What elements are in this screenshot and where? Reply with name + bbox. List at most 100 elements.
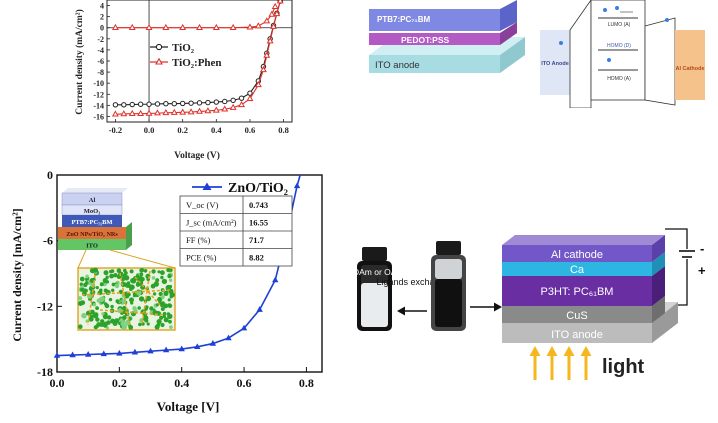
- nanoparticle: [110, 318, 116, 324]
- chart2-point: [131, 348, 139, 355]
- nanorod: [99, 309, 166, 316]
- plus-sign: +: [698, 263, 706, 278]
- nanoparticle: [77, 296, 83, 301]
- chart1-point: [238, 100, 246, 108]
- light-arrows: light: [529, 346, 645, 380]
- chart1-point: [128, 23, 136, 31]
- chart1-point: [196, 23, 203, 31]
- nanoparticle: [142, 315, 149, 321]
- nanoparticle: [139, 268, 145, 273]
- nanoparticle: [100, 319, 105, 324]
- chart1-ytick-label: -14: [93, 101, 104, 110]
- table-value-pce: 8.82: [249, 253, 264, 263]
- nanoparticle: [149, 306, 154, 311]
- chart1-point: [212, 23, 220, 31]
- legend-zno-tio2: ZnO/TiO₂: [228, 181, 288, 196]
- chart2-xtick-label: 0.0: [50, 376, 65, 390]
- chart2-point: [293, 182, 301, 189]
- nanoparticle: [110, 269, 115, 273]
- chart2-point: [240, 324, 248, 331]
- chart2-ylabel: Current density [mA/cm²]: [10, 208, 24, 341]
- nanoparticle: [156, 319, 162, 325]
- nanoparticle: [103, 270, 109, 276]
- svg-text:ITO Anode: ITO Anode: [541, 61, 569, 67]
- nanorod: [141, 270, 151, 326]
- nanoparticle: [110, 304, 114, 309]
- svg-text:LUMO (A): LUMO (A): [608, 22, 631, 28]
- chart1-point: [238, 95, 245, 101]
- svg-text:ITO anode: ITO anode: [375, 60, 420, 71]
- nanoparticle: [158, 291, 163, 297]
- chart2-frame: [56, 174, 323, 373]
- chart2-ytick-label: -6: [43, 234, 53, 248]
- nanoparticle: [166, 268, 171, 273]
- nanoparticle: [163, 303, 169, 309]
- nanoparticle: [124, 282, 131, 288]
- nanoparticle: [88, 316, 94, 322]
- arrow-head: [494, 302, 502, 312]
- chart1-point: [170, 108, 178, 115]
- chart2-point: [162, 346, 170, 353]
- nanoparticle: [95, 286, 99, 290]
- chart2-point: [178, 345, 185, 352]
- table-value-voc: 0.743: [249, 200, 268, 210]
- chart1-ytick-label: 4: [100, 2, 104, 11]
- nanoparticle: [145, 295, 152, 302]
- chart2-series-line: [56, 174, 301, 357]
- chart2-point: [256, 306, 263, 312]
- minus-sign: -: [700, 241, 704, 256]
- chart2-point: [84, 350, 92, 357]
- nanoparticle: [81, 312, 87, 319]
- nanoparticle: [116, 268, 122, 273]
- nanoparticle: [90, 309, 95, 315]
- nanoparticle: [111, 288, 115, 292]
- chart1-point: [162, 23, 170, 31]
- chart1-point: [137, 101, 144, 107]
- nanoparticle: [163, 290, 169, 296]
- chart1-point: [259, 66, 267, 73]
- chart2-point: [194, 343, 201, 350]
- nanoparticle: [122, 315, 127, 320]
- chart1-point: [229, 103, 237, 110]
- chart1-point: [270, 22, 277, 29]
- chart1-point: [204, 107, 212, 114]
- chart2-point: [272, 276, 279, 283]
- nanoparticle: [122, 273, 128, 279]
- chart1-point: [222, 98, 228, 105]
- chart1-point: [179, 108, 187, 115]
- nanoparticle: [160, 307, 165, 311]
- chart1-point: [162, 109, 170, 116]
- nanoparticle: [115, 299, 120, 304]
- nanoparticle: [98, 296, 105, 303]
- nanoparticle: [102, 277, 108, 284]
- nanoparticle: [162, 314, 166, 319]
- nanoparticle: [84, 281, 89, 285]
- chart1-point: [246, 23, 254, 30]
- svg-text:Al Cathode: Al Cathode: [675, 66, 704, 72]
- chart2-xtick-label: 0.6: [237, 376, 252, 390]
- nanoparticle: [131, 278, 137, 284]
- chart1-point: [120, 110, 128, 117]
- light-label: light: [602, 356, 645, 378]
- chart1-point: [179, 100, 186, 107]
- chart1-ytick-label: -4: [97, 46, 104, 55]
- chart1-series-line: [115, 6, 276, 29]
- chart1-point: [128, 109, 136, 116]
- chart1-series: [111, 0, 284, 117]
- svg-text:ITO: ITO: [86, 243, 98, 250]
- table-label-pce: PCE (%): [186, 253, 217, 263]
- nanoparticle: [99, 288, 103, 293]
- chart2-xtick-label: 0.4: [174, 376, 189, 390]
- chart1-ytick-label: -2: [97, 35, 104, 44]
- chart1-ytick-label: -12: [93, 90, 104, 99]
- chart1-legend: TiO₂ TiO₂:Phen: [150, 42, 222, 69]
- chart1-point: [254, 81, 262, 88]
- chart2-ytick-label: -18: [37, 365, 53, 379]
- chart1-point: [230, 97, 236, 104]
- chart2-xtick-label: 0.2: [112, 376, 127, 390]
- layer-ca-label: Ca: [570, 264, 585, 276]
- chart2-point: [147, 347, 154, 354]
- nanoparticle: [168, 278, 173, 282]
- chart2-ytick-label: 0: [47, 168, 53, 182]
- vial-label: OAm or OA: [353, 267, 397, 277]
